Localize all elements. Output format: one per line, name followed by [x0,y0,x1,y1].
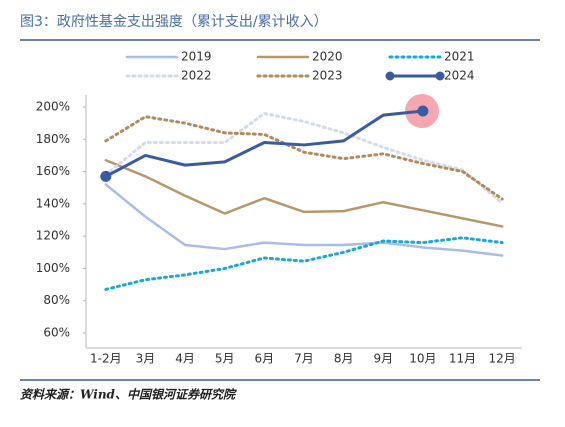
y-tick-label: 180% [36,132,70,146]
legend-label: 2023 [312,69,343,83]
x-tick-label: 12月 [489,352,516,366]
y-tick-label: 80% [43,293,70,307]
legend-label: 2021 [444,50,475,64]
legend-label: 2022 [181,69,212,83]
series-line [104,109,425,178]
x-tick-label: 8月 [334,352,354,366]
x-tick-label: 9月 [373,352,393,366]
legend-marker [385,71,395,81]
legend-label: 2024 [444,69,475,83]
y-tick-label: 120% [36,229,70,243]
source: 资料来源：Wind、中国银河证券研究院 [20,388,237,402]
series-line [104,115,504,201]
y-tick-label: 200% [36,100,70,114]
x-tick-label: 11月 [449,352,476,366]
legend-label: 2019 [181,50,212,64]
x-tick-label: 6月 [255,352,275,366]
point-marker [100,170,112,182]
point-marker [417,105,429,117]
series-line [104,236,504,291]
x-tick-label: 5月 [215,352,235,366]
series-line [104,183,504,257]
series-line [104,159,504,228]
y-tick-label: 160% [36,164,70,178]
y-tick-label: 60% [43,326,70,340]
x-tick-label: 3月 [136,352,156,366]
x-tick-label: 10月 [409,352,436,366]
x-tick-label: 1-2月 [90,352,122,366]
chart-title: 图3：政府性基金支出强度（累计支出/累计收入） [20,13,328,30]
legend-label: 2020 [312,50,343,64]
y-tick-label: 140% [36,196,70,210]
series-line [104,111,504,205]
x-tick-label: 4月 [175,352,195,366]
y-tick-label: 100% [36,261,70,275]
x-tick-label: 7月 [294,352,314,366]
legend-marker [435,71,445,81]
